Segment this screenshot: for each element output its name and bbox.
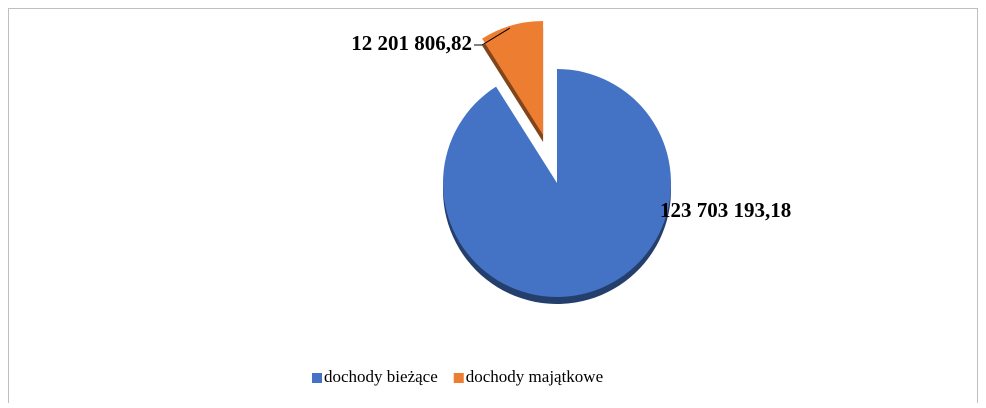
legend-swatch [312,373,322,383]
data-label: 12 201 806,82 [351,31,472,55]
legend-swatch [453,373,464,383]
slices [443,20,671,304]
data-label: 123 703 193,18 [660,198,791,222]
legend-label: dochody majątkowe [466,367,603,386]
slice [482,20,544,135]
leader-line [474,27,511,46]
legend-label: dochody bieżące [324,367,438,386]
slice [443,69,671,297]
frame [8,8,978,403]
